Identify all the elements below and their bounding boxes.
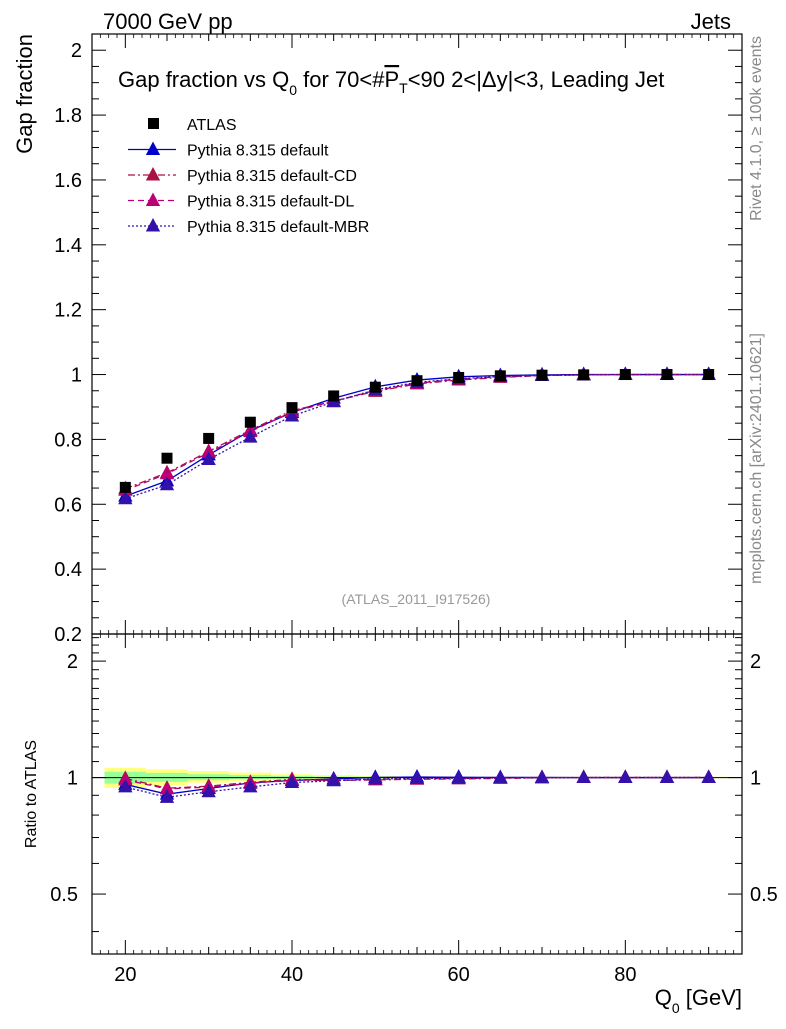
x-tick-label: 80 [614,964,636,986]
main-y-tick-label: 0.8 [54,429,82,451]
x-tick-label: 40 [281,964,303,986]
main-y-tick-label: 2 [71,40,82,62]
ratio-y-tick-label-right: 1 [750,768,761,790]
main-y-tick-label: 0.2 [54,624,82,646]
legend-marker-default-mbr [145,217,161,232]
main-series-layer [118,366,716,505]
axis-tick-labels: 20 40 60 80 0.2 0.4 0.6 0.8 1 1.2 1.4 1.6 1.8 2 0.5 0.5… [50,40,778,986]
main-y-tick-label: 1.4 [54,235,82,257]
series-marker-default-mbr [368,770,383,785]
main-y-tick-label: 0.6 [54,494,82,516]
main-y-tick-label: 1.2 [54,300,82,322]
series-marker-default-mbr [201,783,216,798]
legend-label: Pythia 8.315 default [187,143,329,160]
legend-marker-default-dl [145,192,161,206]
series-marker-default-mbr [159,789,175,803]
data-point [203,432,215,444]
series-marker-default-mbr [534,769,550,784]
data-point [161,452,173,464]
series-marker-default-dl [159,780,175,795]
data-point [703,369,715,381]
data-point [578,369,590,381]
series-marker-default-dl [201,444,216,459]
series-marker-default-mbr [243,778,258,793]
series-marker-default-mbr [201,451,216,465]
series-marker-default-mbr [576,769,591,784]
legend-label: Pythia 8.315 default-MBR [187,219,369,236]
series-marker-default-dl [118,771,133,786]
series-marker-default-mbr [409,770,425,784]
main-y-tick-label: 1.8 [54,105,82,127]
ratio-series-layer [118,769,716,803]
series-marker-default-dl [159,465,175,480]
series-line-default-dl [125,373,709,491]
series-marker-default-mbr [118,490,133,505]
legend-marker-data [148,118,159,129]
energy-label: 7000 GeV pp [103,9,233,34]
series-marker-default-mbr [159,476,175,491]
series-line-default-cd [125,373,709,490]
series-marker-default-mbr [659,769,675,784]
side-label-bottom: mcplots.cern.ch [arXiv:2401.10621] [748,333,765,584]
data-point [328,390,340,402]
legend-marker-default [145,141,161,155]
data-point [411,375,423,387]
series-marker-default-mbr [326,772,341,787]
data-point [369,381,381,393]
data-point [244,416,256,428]
x-axis-label: Q0 [GeV] [655,985,742,1016]
process-label: Jets [691,9,731,34]
legend: ATLAS Pythia 8.315 default Pythia 8.315 de… [128,117,369,236]
main-y-tick-label: 0.4 [54,559,82,581]
series-marker-default-mbr [493,769,508,784]
ratio-y-tick-label: 2 [67,651,78,673]
legend-marker-default-cd [145,166,161,181]
chart-title: Gap fraction vs Q0 for 70<#PT<90 2<|Δy|<… [118,67,664,98]
axis-ticks [92,34,742,954]
series-marker-default-mbr [451,770,466,784]
legend-label: ATLAS [187,117,237,134]
data-point [661,369,673,381]
main-y-axis-label: Gap fraction [12,34,37,154]
x-tick-label: 20 [114,964,136,986]
data-point [453,371,465,383]
legend-label: Pythia 8.315 default-DL [187,194,354,211]
series-marker-default-mbr [243,429,258,443]
main-y-tick-label: 1 [71,365,82,387]
x-tick-label: 60 [448,964,470,986]
analysis-watermark: (ATLAS_2011_I917526) [342,591,491,607]
ratio-y-tick-label-right: 2 [750,651,761,673]
ratio-y-tick-label: 0.5 [50,884,78,906]
ratio-y-tick-label: 1 [67,768,78,790]
data-point [119,481,131,493]
data-point [536,369,548,381]
ratio-y-tick-label-right: 0.5 [750,884,778,906]
series-marker-default-mbr [284,774,300,788]
data-point [494,370,506,382]
main-y-tick-label: 1.6 [54,170,82,192]
data-point [286,402,298,414]
series-marker-default-mbr [618,769,633,784]
data-point [619,369,631,381]
legend-label: Pythia 8.315 default-CD [187,168,357,185]
series-marker-default-mbr [701,769,716,784]
series-marker-default-mbr [284,407,300,422]
side-label-top: Rivet 4.1.0, ≥ 100k events [748,36,765,221]
ratio-y-axis-label: Ratio to ATLAS [23,740,40,848]
series-marker-default-mbr [118,778,133,793]
